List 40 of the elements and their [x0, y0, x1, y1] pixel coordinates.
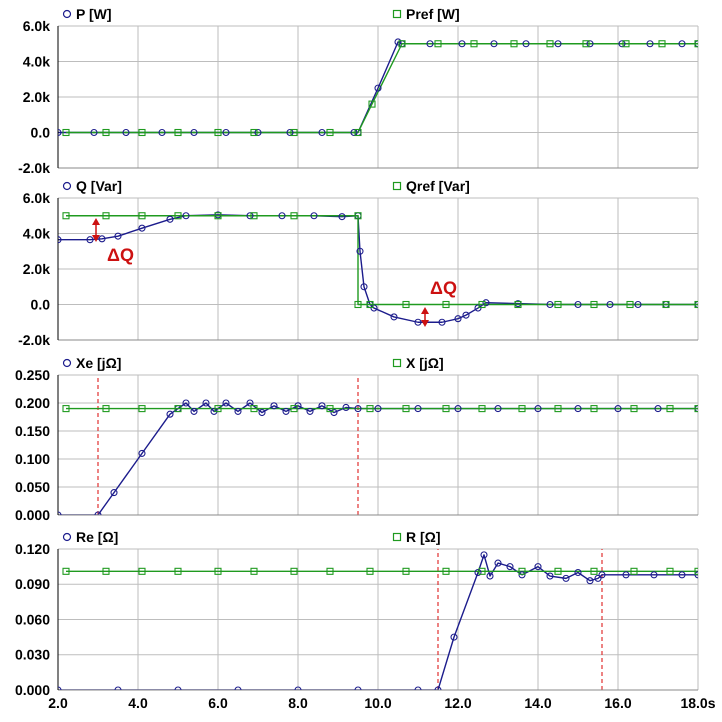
x-tick-label: 8.0: [288, 694, 308, 711]
x-tick-label: 18.0s: [680, 694, 716, 711]
x-tick-label: 4.0: [128, 694, 148, 711]
legend-label: R [Ω]: [406, 529, 441, 545]
y-tick-label: 0.0: [30, 124, 50, 140]
annotation: ΔQ: [430, 278, 457, 298]
y-tick-label: 6.0k: [22, 190, 50, 206]
legend-label: Pref [W]: [406, 6, 460, 22]
y-tick-label: 0.000: [14, 506, 50, 523]
x-tick-label: 14.0: [524, 694, 552, 711]
y-tick-label: 0.0: [30, 296, 50, 312]
y-tick-label: -2.0k: [18, 332, 50, 348]
legend-label: Q [Var]: [76, 178, 122, 194]
y-tick-label: 0.000: [14, 682, 50, 698]
y-tick-label: 0.200: [14, 394, 50, 411]
y-tick-label: 0.120: [14, 540, 50, 557]
x-tick-label: 16.0: [604, 694, 632, 711]
x-tick-label: 12.0: [444, 694, 472, 711]
legend-label: X [jΩ]: [406, 355, 444, 371]
y-tick-label: -2.0k: [18, 160, 50, 176]
y-tick-label: 0.090: [14, 576, 50, 592]
y-tick-label: 4.0k: [22, 53, 50, 70]
x-tick-label: 6.0: [208, 694, 228, 711]
y-tick-label: 0.030: [14, 646, 50, 663]
y-tick-label: 2.0k: [22, 260, 50, 277]
x-tick-label: 10.0: [364, 694, 392, 711]
y-tick-label: 0.050: [14, 478, 50, 495]
legend-label: Xe [jΩ]: [76, 355, 122, 371]
y-tick-label: 4.0k: [22, 225, 50, 242]
y-tick-label: 0.250: [14, 366, 50, 383]
y-tick-label: 0.150: [14, 422, 50, 439]
legend-label: P [W]: [76, 6, 112, 22]
legend-label: Qref [Var]: [406, 178, 470, 194]
x-tick-label: 2.0: [48, 694, 68, 711]
y-tick-label: 6.0k: [22, 18, 50, 34]
y-tick-label: 0.060: [14, 611, 50, 628]
y-tick-label: 0.100: [14, 450, 50, 467]
y-tick-label: 2.0k: [22, 88, 50, 105]
legend-label: Re [Ω]: [76, 529, 118, 545]
annotation: ΔQ: [107, 245, 134, 265]
